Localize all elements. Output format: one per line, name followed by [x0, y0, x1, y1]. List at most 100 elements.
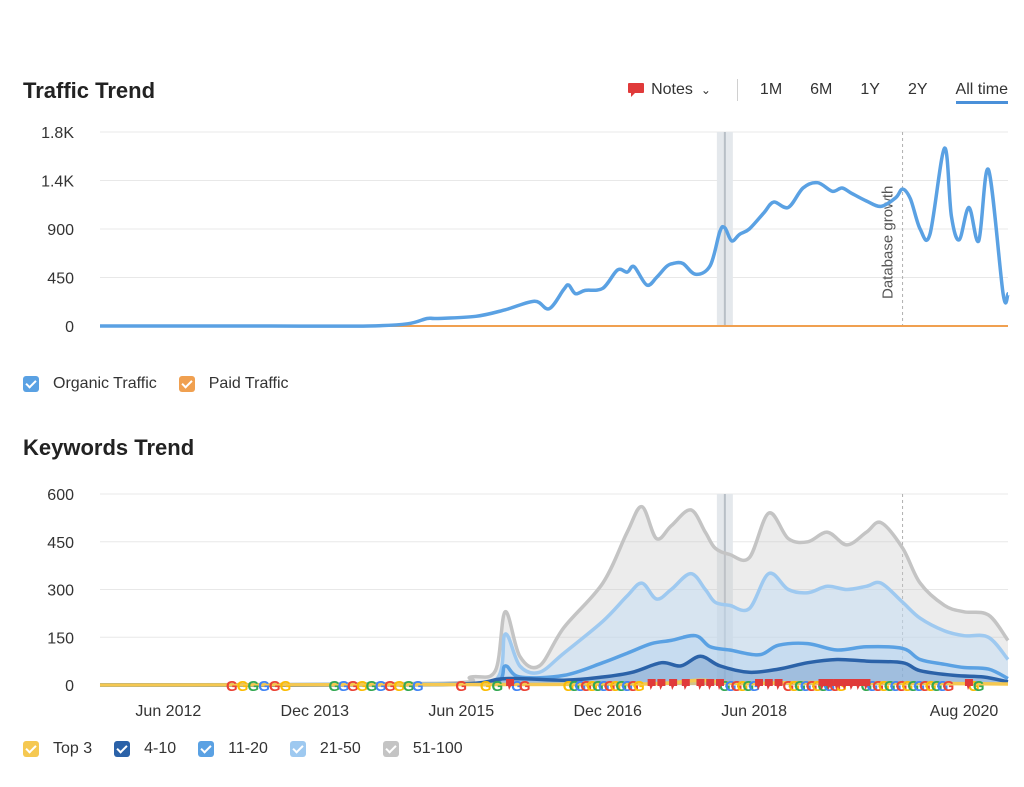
y-tick-label: 0 [65, 678, 74, 695]
checkbox-icon [23, 741, 39, 757]
legend-label: 11-20 [228, 740, 268, 757]
y-tick-label: 1.8K [41, 125, 74, 142]
legend-label: Paid Traffic [208, 375, 289, 392]
keywords-legend: Top 3 4-10 11-20 21-50 51-100 [23, 740, 485, 758]
google-update-icon: G [586, 678, 598, 695]
legend-label: 21-50 [319, 740, 361, 757]
google-update-icon: G [725, 678, 737, 695]
google-update-icon: G [412, 678, 424, 695]
google-update-icon: G [580, 678, 592, 695]
google-update-icon: G [742, 678, 754, 695]
series-line-4-10 [99, 654, 1009, 687]
google-update-icon: G [800, 678, 812, 695]
checkbox-icon [114, 741, 131, 757]
y-tick-label: 0 [65, 319, 74, 336]
google-update-icon: G [794, 678, 806, 695]
google-update-icon: G [366, 678, 378, 695]
y-tick-label: 900 [47, 222, 74, 239]
legend-label: Organic Traffic [53, 375, 157, 392]
google-update-icon: G [569, 678, 581, 695]
google-update-icon: G [356, 678, 368, 695]
google-update-icon: G [621, 678, 633, 695]
google-update-icon: G [829, 678, 841, 695]
legend-label: 51-100 [412, 740, 463, 757]
google-update-icon: G [896, 678, 908, 695]
google-update-icon: G [247, 678, 259, 695]
google-update-icon: G [731, 678, 743, 695]
google-update-icon: G [737, 678, 749, 695]
x-tick-label: Dec 2016 [573, 703, 642, 720]
google-update-icon: G [806, 678, 818, 695]
note-flag-icon [506, 679, 515, 690]
note-flag-icon [669, 679, 678, 690]
google-update-icon: G [616, 678, 628, 695]
range-all-time-button[interactable]: All time [955, 81, 1008, 104]
x-tick-label: Jun 2015 [428, 703, 494, 720]
google-update-icon: G [633, 678, 645, 695]
organic-traffic-line [99, 146, 1010, 328]
note-flag-icon [862, 679, 871, 690]
y-tick-label: 450 [47, 535, 74, 552]
legend-top-3[interactable]: Top 3 [23, 740, 92, 758]
series-area-4-10 [100, 656, 1008, 686]
note-flag-icon [681, 679, 690, 690]
google-update-icon: G [878, 678, 890, 695]
y-tick-label: 450 [47, 271, 74, 288]
legend-4-10[interactable]: 4-10 [114, 740, 176, 758]
google-update-icon: G [375, 678, 387, 695]
note-flag-icon [755, 679, 764, 690]
checkbox-icon [23, 376, 39, 392]
note-flag-icon [840, 679, 849, 690]
range-1y-button[interactable]: 1Y [860, 81, 880, 98]
traffic-trend-title: Traffic Trend [23, 78, 156, 103]
legend-21-50[interactable]: 21-50 [289, 740, 361, 758]
range-1m-button[interactable]: 1M [759, 81, 783, 98]
google-update-icon: G [492, 678, 504, 695]
keywords-trend-title: Keywords Trend [23, 435, 195, 460]
y-tick-label: 1.4K [41, 174, 74, 191]
google-update-icon: G [782, 678, 794, 695]
traffic-chart: 0 450 900 1.4K 1.8K Database growth [41, 125, 1010, 336]
google-update-icon: G [393, 678, 405, 695]
google-update-icon: G [627, 678, 639, 695]
google-update-icon: G [598, 678, 610, 695]
legend-51-100[interactable]: 51-100 [382, 740, 463, 758]
google-update-icon: G [338, 678, 350, 695]
google-update-icon: G [818, 678, 830, 695]
series-area-11-20 [100, 635, 1008, 685]
note-flag-icon [833, 679, 842, 690]
note-flag-icon [696, 679, 705, 690]
notes-dropdown[interactable]: Notes ⌄ [627, 81, 711, 99]
legend-11-20[interactable]: 11-20 [198, 740, 268, 758]
chevron-down-icon: ⌄ [700, 83, 711, 97]
note-flag-icon [774, 679, 783, 690]
series-line-21-50 [99, 571, 1010, 687]
google-update-icon: G [511, 678, 523, 695]
x-tick-label: Jun 2018 [721, 703, 787, 720]
google-update-icon: G [347, 678, 359, 695]
google-update-icon: G [968, 678, 980, 695]
y-tick-label: 150 [47, 630, 74, 647]
y-tick-label: 600 [47, 487, 74, 504]
series-line-11-20 [99, 633, 1009, 687]
x-tick-label: Jun 2012 [135, 703, 201, 720]
google-update-icon: G [937, 678, 949, 695]
series-area-21-50 [100, 573, 1008, 685]
google-update-icon: G [610, 678, 622, 695]
google-update-icon: G [835, 678, 847, 695]
google-update-icon: G [258, 678, 270, 695]
google-update-icon: G [812, 678, 824, 695]
legend-paid-traffic[interactable]: Paid Traffic [178, 375, 289, 393]
note-flag-icon [854, 679, 863, 690]
google-update-icon: G [919, 678, 931, 695]
legend-organic-traffic[interactable]: Organic Traffic [23, 375, 157, 393]
google-update-icon: G [748, 678, 760, 695]
checkbox-icon [289, 741, 306, 757]
google-update-icon: G [328, 678, 340, 695]
range-6m-button[interactable]: 6M [810, 81, 833, 98]
note-flag-icon [647, 679, 656, 690]
range-2y-button[interactable]: 2Y [907, 81, 928, 98]
google-update-icon: G [226, 678, 238, 695]
traffic-legend: Organic Traffic Paid Traffic [23, 375, 311, 393]
